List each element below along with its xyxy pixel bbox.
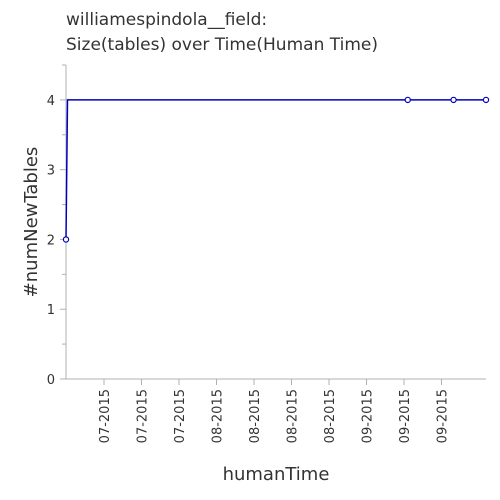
x-tick-label-1: 07-2015	[136, 389, 151, 443]
y-tick-label-2: 2	[47, 233, 55, 248]
x-tick-label-0: 07-2015	[98, 389, 113, 443]
x-axis-ticks: 07-2015 07-2015 07-2015 08-2015 08-2015 08-20…	[98, 379, 451, 443]
x-tick-label-5: 08-2015	[286, 389, 301, 443]
axes	[65, 65, 486, 380]
x-tick-label-6: 08-2015	[323, 389, 338, 443]
x-tick-label-4: 08-2015	[248, 389, 263, 443]
data-point-0-3	[450, 96, 457, 104]
y-tick-label-1: 1	[47, 303, 55, 318]
chart-title-line-1: williamespindola__field:	[66, 10, 267, 30]
data-point-0-2	[404, 96, 411, 104]
chart-title-line-2: Size(tables) over Time(Human Time)	[66, 35, 378, 55]
x-tick-label-7: 09-2015	[361, 389, 376, 443]
y-tick-label-0: 0	[47, 373, 55, 388]
series-line-0	[65, 99, 486, 240]
x-tick-label-3: 08-2015	[211, 389, 226, 443]
y-tick-label-3: 3	[47, 164, 55, 179]
y-axis-ticks: 0 1 2 3 4	[47, 64, 66, 388]
data-point-0-4	[482, 96, 490, 104]
y-tick-label-4: 4	[47, 94, 55, 109]
data-point-0-0	[62, 236, 70, 243]
x-tick-label-2: 07-2015	[173, 389, 188, 443]
x-axis-label: humanTime	[223, 464, 330, 485]
y-axis-label: #numNewTables	[21, 147, 42, 298]
series-layer	[62, 96, 490, 243]
x-tick-label-9: 09-2015	[436, 389, 451, 443]
x-tick-label-8: 09-2015	[398, 389, 413, 443]
